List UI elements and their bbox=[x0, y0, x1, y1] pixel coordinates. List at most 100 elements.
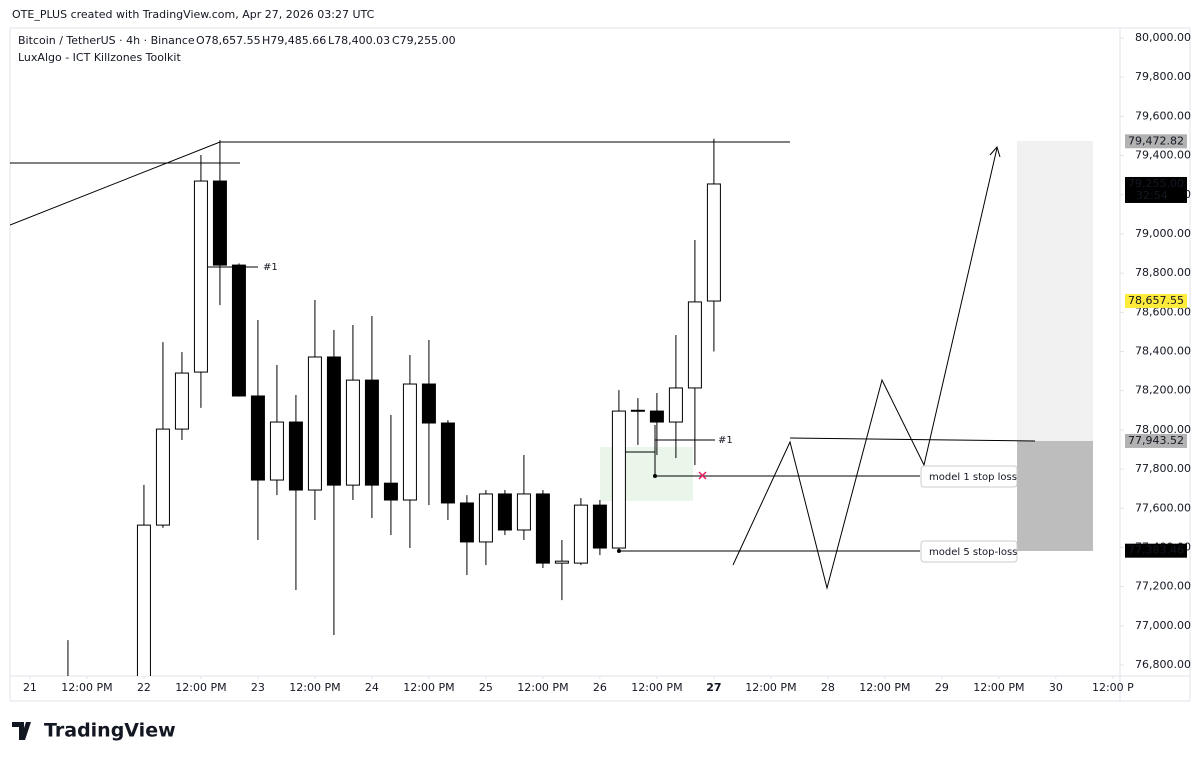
candle-body bbox=[193, 180, 208, 373]
y-tick-label: 77,600.00 bbox=[1135, 501, 1191, 514]
candle-body bbox=[611, 410, 626, 549]
price-label-bg bbox=[1125, 543, 1187, 558]
candle-body bbox=[136, 524, 151, 676]
symbol: Bitcoin / TetherUS · 4h · Binance bbox=[18, 34, 195, 47]
candle-body bbox=[212, 180, 227, 266]
logo-mark bbox=[12, 722, 31, 740]
x-tick-label: 22 bbox=[137, 681, 151, 694]
x-tick-label: 26 bbox=[593, 681, 607, 694]
candle-body bbox=[288, 421, 303, 491]
candle-body bbox=[250, 395, 265, 481]
brand: TradingView bbox=[44, 720, 176, 742]
x-tick-label: 21 bbox=[23, 681, 37, 694]
candle-body bbox=[174, 372, 189, 430]
stop-cross bbox=[698, 471, 707, 480]
projection-arrow bbox=[989, 145, 1001, 158]
stop-dot bbox=[653, 474, 657, 478]
candle-body bbox=[668, 387, 683, 423]
candle-body bbox=[573, 504, 588, 564]
x-tick-label: 12:00 PM bbox=[175, 681, 226, 694]
candle-body bbox=[421, 383, 436, 424]
ohlc-close: C79,255.00 bbox=[392, 34, 456, 47]
candle-body bbox=[554, 560, 569, 564]
candle-body bbox=[326, 356, 341, 486]
x-tick-label: 12:00 PM bbox=[403, 681, 454, 694]
y-tick-label: 77,200.00 bbox=[1135, 580, 1191, 593]
y-tick-label: 77,000.00 bbox=[1135, 619, 1191, 632]
ohlc-low: L78,400.03 bbox=[328, 34, 390, 47]
brand-logo bbox=[12, 722, 31, 740]
candle-body bbox=[402, 383, 417, 501]
ohlc-high: H79,485.66 bbox=[262, 34, 326, 47]
candle-body bbox=[649, 410, 664, 423]
x-tick-label: 27 bbox=[706, 681, 721, 694]
indicator: LuxAlgo - ICT Killzones Toolkit bbox=[18, 51, 181, 64]
price-label-bg bbox=[1125, 176, 1187, 203]
x-tick-label: 12:00 PM bbox=[517, 681, 568, 694]
y-tick-label: 79,400.00 bbox=[1135, 149, 1191, 162]
candle-body bbox=[155, 428, 170, 526]
candle-body bbox=[307, 356, 322, 491]
price-label-timer: 32:54 bbox=[1136, 189, 1168, 202]
risk-zone bbox=[1017, 441, 1093, 551]
level-line bbox=[789, 437, 1036, 442]
price-label: 79,255.00 bbox=[1128, 177, 1184, 190]
price-label: 78,657.55 bbox=[1128, 294, 1184, 307]
y-tick-label: 78,000.00 bbox=[1135, 423, 1191, 436]
y-tick-label: 80,000.00 bbox=[1135, 31, 1191, 44]
x-tick-label: 29 bbox=[935, 681, 949, 694]
price-label-bg bbox=[1125, 134, 1187, 149]
candle-body bbox=[383, 482, 398, 501]
candle-body bbox=[630, 409, 645, 412]
candle-body bbox=[592, 504, 607, 549]
y-tick-label: 77,800.00 bbox=[1135, 462, 1191, 475]
candle-body bbox=[687, 301, 702, 389]
x-tick-label: 12:00 PM bbox=[973, 681, 1024, 694]
y-tick-label: 76,800.00 bbox=[1135, 658, 1191, 671]
candle-body bbox=[497, 493, 512, 531]
x-tick-label: 12:00 PM bbox=[61, 681, 112, 694]
y-tick-label: 78,400.00 bbox=[1135, 345, 1191, 358]
price-label: 79,472.82 bbox=[1128, 134, 1184, 147]
annotation: #1 bbox=[263, 262, 278, 273]
x-tick-label: 12:00 PM bbox=[631, 681, 682, 694]
credit: OTE_PLUS created with TradingView.com, A… bbox=[12, 8, 375, 21]
x-tick-label: 30 bbox=[1049, 681, 1063, 694]
candle-body bbox=[231, 264, 246, 397]
ohlc-open: O78,657.55 bbox=[196, 34, 261, 47]
candle-body bbox=[516, 493, 531, 531]
y-tick-label: 78,600.00 bbox=[1135, 305, 1191, 318]
y-tick-label: 79,800.00 bbox=[1135, 70, 1191, 83]
candles bbox=[67, 138, 721, 676]
chart-frame bbox=[9, 27, 1191, 702]
x-tick-label: 12:00 PM bbox=[289, 681, 340, 694]
y-tick-label: 78,800.00 bbox=[1135, 266, 1191, 279]
candle-body bbox=[345, 379, 360, 486]
candle-body bbox=[440, 422, 455, 504]
x-tick-label: 12:00 PM bbox=[745, 681, 796, 694]
x-tick-label: 12:00 P bbox=[1092, 681, 1134, 694]
candle-body bbox=[459, 502, 474, 543]
target-zone bbox=[1017, 141, 1093, 441]
candle-body bbox=[706, 183, 721, 302]
y-tick-label: 79,000.00 bbox=[1135, 227, 1191, 240]
candle-body bbox=[535, 493, 550, 564]
x-tick-label: 28 bbox=[821, 681, 835, 694]
annotation: model 5 stop-loss bbox=[929, 547, 1017, 558]
annotation: model 1 stop loss bbox=[929, 472, 1017, 483]
candle-body bbox=[269, 421, 284, 481]
price-label: 77,383.46 bbox=[1128, 544, 1184, 557]
drawings bbox=[10, 141, 1093, 590]
trend-line bbox=[10, 141, 790, 226]
x-tick-label: 24 bbox=[365, 681, 379, 694]
price-label-bg bbox=[1125, 433, 1187, 448]
candle-body bbox=[478, 493, 493, 543]
y-tick-label: 78,200.00 bbox=[1135, 384, 1191, 397]
y-tick-label: 79,600.00 bbox=[1135, 109, 1191, 122]
price-label: 77,943.52 bbox=[1128, 434, 1184, 447]
annotation: #1 bbox=[718, 435, 733, 446]
label-box bbox=[920, 540, 1018, 563]
price-label-bg bbox=[1125, 294, 1187, 309]
